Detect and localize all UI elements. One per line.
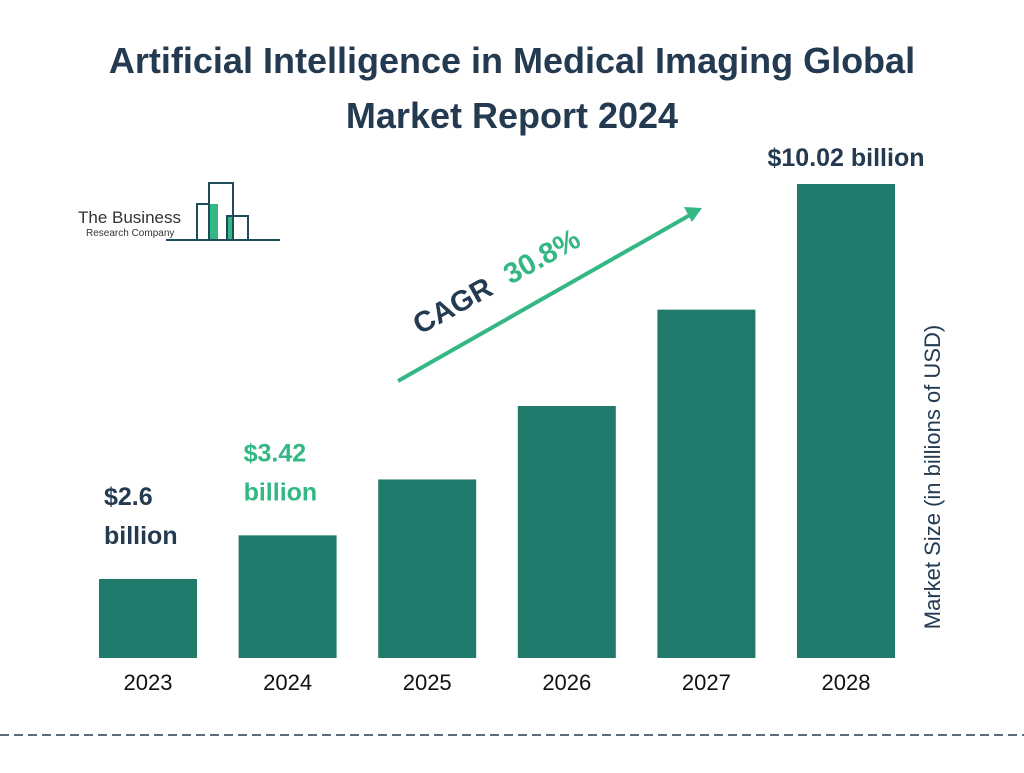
bar-2025 (378, 479, 477, 658)
bar-2026 (517, 405, 616, 658)
x-tick-label: 2026 (542, 670, 591, 695)
data-label: $3.42 (244, 439, 307, 467)
bar-2023 (99, 579, 197, 658)
company-logo: The Business Research Company (78, 182, 280, 241)
x-tick-labels: 2023 2024 2025 2026 2027 2028 (124, 670, 871, 695)
cagr-arrow (397, 213, 691, 383)
bar-2024 (238, 535, 337, 658)
data-labels: $2.6 billion $3.42 billion $10.02 billion (104, 144, 925, 550)
data-label: billion (104, 522, 178, 550)
data-label: $2.6 (104, 483, 153, 511)
x-tick-label: 2023 (124, 670, 173, 695)
x-tick-label: 2024 (263, 670, 312, 695)
bars-group (99, 184, 895, 658)
bar-2027 (657, 309, 756, 658)
data-label: billion (244, 478, 318, 506)
x-tick-label: 2028 (822, 670, 871, 695)
chart-title-line-2: Market Report 2024 (346, 95, 678, 136)
logo-line-1: The Business (78, 208, 181, 227)
y-axis-label: Market Size (in billions of USD) (920, 325, 945, 629)
cagr-annotation: CAGR 30.8% (397, 207, 702, 383)
cagr-arrowhead (684, 207, 702, 222)
x-tick-label: 2025 (403, 670, 452, 695)
data-label: $10.02 billion (767, 144, 924, 172)
x-tick-label: 2027 (682, 670, 731, 695)
logo-line-2: Research Company (86, 228, 174, 239)
chart-title-line-1: Artificial Intelligence in Medical Imagi… (109, 40, 915, 81)
bar-2028 (797, 184, 895, 658)
